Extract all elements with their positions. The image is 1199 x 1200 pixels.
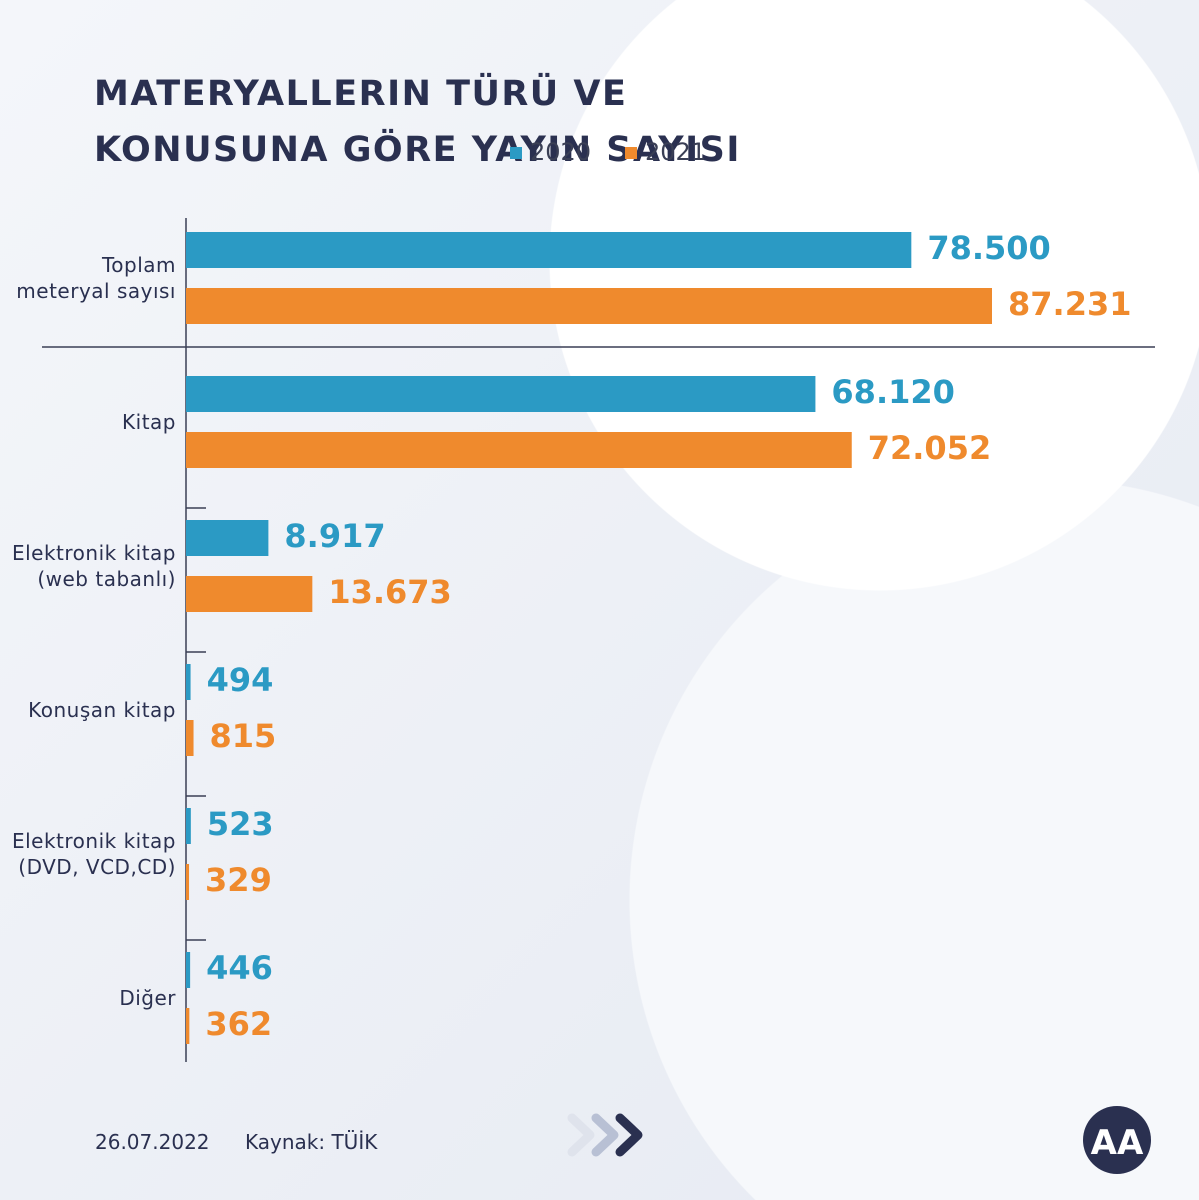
value-label: 446 [206, 949, 273, 987]
bar [186, 1008, 190, 1044]
category-label: Elektronik kitap (web tabanlı) [11, 541, 176, 591]
value-label: 8.917 [284, 517, 386, 555]
bar [186, 576, 313, 612]
legend-swatch [510, 147, 522, 159]
bar [186, 808, 191, 844]
category-label: Elektronik kitap (DVD, VCD,CD) [11, 829, 176, 879]
bar [186, 232, 912, 268]
value-label: 68.120 [831, 373, 955, 411]
legend-label: 2021 [645, 138, 707, 166]
bar [186, 720, 194, 756]
value-label: 329 [205, 861, 272, 899]
category-label: Kitap [122, 410, 176, 434]
value-label: 815 [209, 717, 277, 755]
legend-swatch [625, 147, 637, 159]
value-label: 87.231 [1008, 285, 1132, 323]
value-label: 13.673 [328, 573, 452, 611]
value-label: 494 [206, 661, 274, 699]
category-label: Konuşan kitap [28, 698, 176, 722]
date: 26.07.2022 [95, 1130, 210, 1154]
bar [186, 376, 816, 412]
bar [186, 952, 191, 988]
chevrons [567, 1113, 643, 1157]
bar [186, 288, 992, 324]
logo: AA [1083, 1106, 1151, 1174]
bar [186, 664, 191, 700]
category-label: Diğer [119, 986, 176, 1010]
bar [186, 432, 852, 468]
legend-label: 2020 [530, 138, 592, 166]
value-label: 523 [206, 805, 274, 843]
bar [186, 864, 190, 900]
svg-text:AA: AA [1091, 1123, 1144, 1163]
category-label: Toplam meteryal sayısı [16, 253, 176, 303]
value-label: 78.500 [927, 229, 1051, 267]
value-label: 362 [205, 1005, 273, 1043]
source: Kaynak: TÜİK [245, 1130, 378, 1154]
bar [186, 520, 269, 556]
value-label: 72.052 [867, 429, 992, 467]
